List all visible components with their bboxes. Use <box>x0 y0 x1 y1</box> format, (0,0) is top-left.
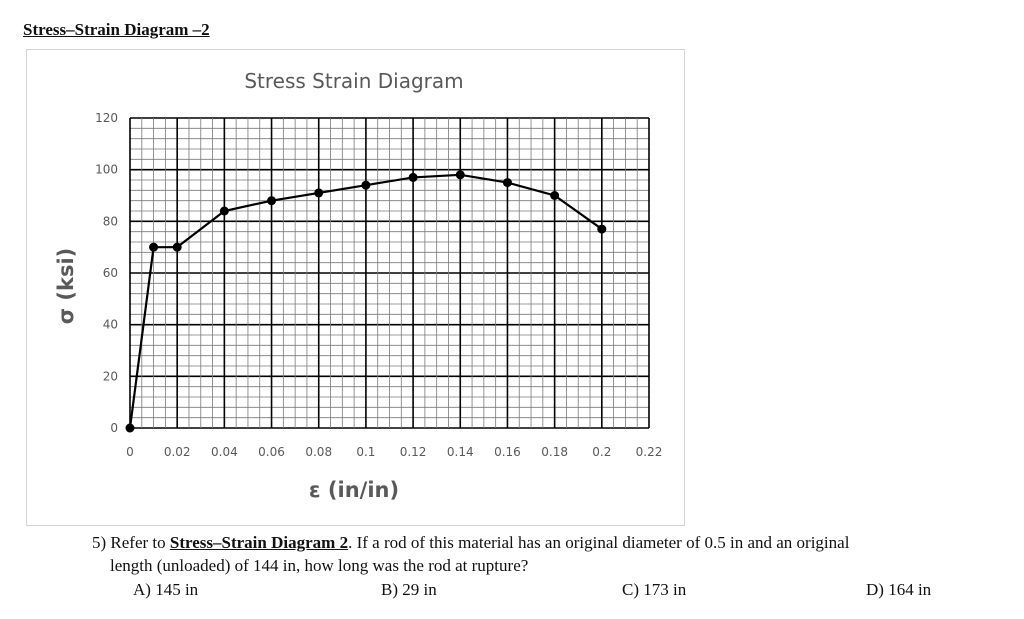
y-tick-label: 40 <box>103 318 118 332</box>
x-tick-label: 0.18 <box>541 445 568 459</box>
data-point <box>219 206 229 216</box>
data-point <box>125 423 135 433</box>
data-point <box>172 242 182 252</box>
x-tick-label: 0.1 <box>356 445 375 459</box>
x-tick-label: 0.14 <box>447 445 474 459</box>
stress-strain-chart: Stress Strain Diagram 0 0.02 0.04 0.06 0.08 0… <box>54 69 663 502</box>
choice-d: D) 164 in <box>866 580 932 599</box>
choice-c: C) 173 in <box>622 580 687 599</box>
y-tick-label: 100 <box>95 163 118 177</box>
x-tick-label: 0.16 <box>494 445 521 459</box>
y-axis-label: σ (ksi) <box>54 248 78 325</box>
x-tick-label: 0 <box>126 445 134 459</box>
x-tick-label: 0.2 <box>592 445 611 459</box>
x-tick-label: 0.02 <box>164 445 191 459</box>
y-tick-label: 20 <box>103 369 118 383</box>
question: 5) Refer to Stress–Strain Diagram 2. If … <box>92 531 1017 577</box>
data-point <box>314 188 324 198</box>
x-tick-label: 0.12 <box>400 445 427 459</box>
y-tick-label: 0 <box>110 421 118 435</box>
chart-title: Stress Strain Diagram <box>244 69 463 93</box>
choice-a: A) 145 in <box>133 580 199 599</box>
question-prefix: 5) Refer to <box>92 533 170 552</box>
data-point <box>455 170 465 180</box>
data-point <box>550 191 560 200</box>
y-tick-label: 120 <box>95 111 118 125</box>
data-point <box>267 196 277 206</box>
data-point <box>597 224 607 234</box>
x-tick-label: 0.08 <box>305 445 332 459</box>
data-point <box>502 178 512 188</box>
y-tick-label: 60 <box>103 266 118 280</box>
section-heading: Stress–Strain Diagram –2 <box>23 20 210 39</box>
question-text: . If a rod of this material has an origi… <box>348 533 850 552</box>
question-diagram-reference: Stress–Strain Diagram 2 <box>169 533 349 552</box>
data-point <box>361 180 371 190</box>
x-axis-label: ε (in/in) <box>309 478 399 502</box>
question-line-1: 5) Refer to Stress–Strain Diagram 2. If … <box>92 531 1017 554</box>
x-tick-label: 0.22 <box>636 445 663 459</box>
x-tick-label: 0.06 <box>258 445 285 459</box>
question-line-2: length (unloaded) of 144 in, how long wa… <box>110 556 529 575</box>
y-tick-label: 80 <box>103 214 118 228</box>
data-point <box>149 242 159 252</box>
x-tick-label: 0.04 <box>211 445 238 459</box>
data-point <box>408 172 418 182</box>
choice-b: B) 29 in <box>381 580 437 599</box>
